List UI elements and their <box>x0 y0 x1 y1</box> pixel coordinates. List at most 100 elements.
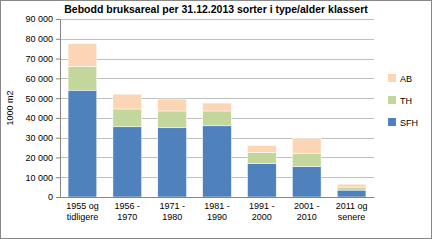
x-tick-label-line: tidligere <box>67 212 99 222</box>
y-tick-label: 0 <box>48 192 53 202</box>
x-tick: 1956 -1970 <box>115 197 141 222</box>
bar <box>68 90 97 197</box>
bar <box>113 109 142 127</box>
x-axis-line <box>61 197 375 198</box>
legend-label: AB <box>400 74 412 84</box>
y-tick-label: 70 000 <box>25 54 53 64</box>
x-tick-label-line: 1981 - <box>204 201 230 211</box>
legend-swatch <box>388 74 396 82</box>
x-tick-label-line: 1990 <box>207 212 227 222</box>
bar <box>68 66 97 90</box>
legend-swatch <box>388 96 396 104</box>
y-tick: 70 000 <box>25 54 60 64</box>
legend-label: TH <box>400 96 412 106</box>
grid-line <box>60 59 374 60</box>
series-1 <box>68 66 366 190</box>
bar <box>113 127 142 197</box>
y-tick: 60 000 <box>25 74 60 84</box>
y-tick-mark <box>56 157 60 158</box>
x-tick: 2001 -2010 <box>294 197 320 222</box>
x-tick-label-line: 1956 - <box>115 201 141 211</box>
y-tick-label: 60 000 <box>25 74 53 84</box>
bar <box>203 103 232 111</box>
y-tick-label: 10 000 <box>25 173 53 183</box>
bar <box>248 153 277 164</box>
y-tick: 40 000 <box>25 113 60 123</box>
x-tick-label-line: 1971 - <box>159 201 185 211</box>
y-tick-label: 30 000 <box>25 133 53 143</box>
x-tick-label-line: 1955 og <box>66 201 99 211</box>
grid-line <box>60 39 374 40</box>
y-tick: 0 <box>48 192 60 202</box>
grid-line <box>60 197 374 198</box>
x-tick-label: 1956 -1970 <box>115 201 141 221</box>
series-2 <box>68 44 366 187</box>
x-tick-label: 1971 -1980 <box>159 201 185 221</box>
bar <box>113 94 142 109</box>
series-0 <box>68 90 366 197</box>
bar <box>337 187 366 190</box>
y-tick-label: 90 000 <box>25 14 53 24</box>
chart-frame <box>1 1 432 239</box>
x-tick-label-line: senere <box>338 212 366 222</box>
x-tick-label: 1981 -1990 <box>204 201 230 221</box>
y-tick-mark <box>56 177 60 178</box>
chart: 0 10 000 20 000 30 000 40 000 50 000 60 000 70 … <box>0 0 432 239</box>
y-tick-mark <box>56 118 60 119</box>
bar <box>292 153 321 166</box>
bar <box>203 126 232 197</box>
bar <box>158 128 187 197</box>
y-tick-mark <box>56 98 60 99</box>
bar <box>248 163 277 197</box>
x-tick: 1955 ogtidligere <box>66 197 99 222</box>
y-tick: 10 000 <box>25 173 60 183</box>
y-tick-mark <box>56 59 60 60</box>
bars <box>68 44 366 197</box>
x-tick: 1981 -1990 <box>204 197 230 222</box>
y-tick-mark <box>56 138 60 139</box>
bar <box>292 166 321 197</box>
x-tick-label-line: 1991 - <box>249 201 275 211</box>
y-axis-line <box>60 20 61 198</box>
y-tick-mark <box>56 197 60 198</box>
y-tick: 80 000 <box>25 34 60 44</box>
chart-title: Bebodd bruksareal per 31.12.2013 sorter … <box>64 3 368 15</box>
grid-line <box>60 19 374 20</box>
x-tick-label-line: 2010 <box>297 212 317 222</box>
x-tick: 1991 -2000 <box>249 197 275 222</box>
y-tick: 30 000 <box>25 133 60 143</box>
legend: AB TH SFH <box>388 74 418 128</box>
x-tick-label: 2011 ogsenere <box>336 201 368 221</box>
x-tick-label-line: 2001 - <box>294 201 320 211</box>
x-tick: 1971 -1980 <box>159 197 185 222</box>
x-tick-label-line: 1970 <box>117 212 137 222</box>
grid-line <box>60 98 374 99</box>
bar <box>292 139 321 154</box>
legend-swatch <box>388 118 396 126</box>
y-tick-label: 80 000 <box>25 34 53 44</box>
x-tick: 2011 ogsenere <box>336 197 368 222</box>
y-tick-mark <box>56 39 60 40</box>
bar <box>337 184 366 187</box>
y-tick: 90 000 <box>25 14 60 24</box>
x-axis: 1955 ogtidligere 1956 -1970 1971 -1980 1981… <box>61 197 375 222</box>
y-tick-label: 20 000 <box>25 153 53 163</box>
y-tick-mark <box>56 78 60 79</box>
legend-label: SFH <box>400 118 418 128</box>
y-tick-label: 40 000 <box>25 113 53 123</box>
bar <box>158 99 187 111</box>
bar <box>158 111 187 128</box>
x-tick-label: 1991 -2000 <box>249 201 275 221</box>
y-axis-title: 1000 m2 <box>5 90 15 125</box>
x-tick-label: 1955 ogtidligere <box>66 201 99 221</box>
y-tick: 20 000 <box>25 153 60 163</box>
x-tick-label: 2001 -2010 <box>294 201 320 221</box>
bar <box>248 146 277 153</box>
y-tick: 50 000 <box>25 93 60 103</box>
x-tick-label-line: 2000 <box>252 212 272 222</box>
grid <box>60 20 374 198</box>
y-tick-label: 50 000 <box>25 93 53 103</box>
y-axis: 0 10 000 20 000 30 000 40 000 50 000 60 000 70 … <box>25 14 60 202</box>
bar <box>68 44 97 67</box>
x-tick-label-line: 2011 og <box>336 201 368 211</box>
